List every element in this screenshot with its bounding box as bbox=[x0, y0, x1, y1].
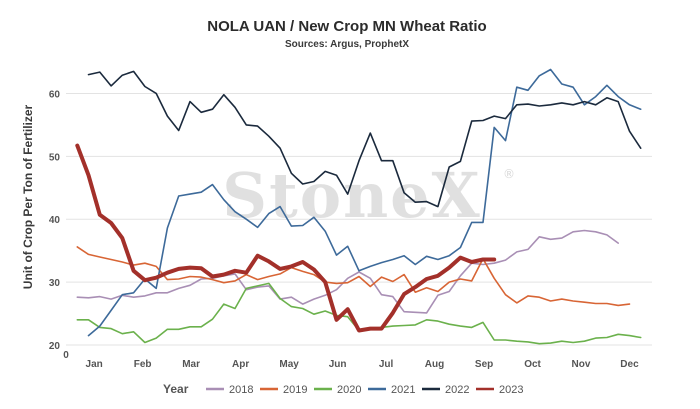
series-line-2018 bbox=[76, 229, 620, 314]
series-lines bbox=[75, 68, 642, 345]
legend-label-2018: 2018 bbox=[229, 384, 253, 396]
x-tick-label-oct: Oct bbox=[524, 359, 541, 370]
y-tick-label: 30 bbox=[49, 278, 61, 289]
chart-title: NOLA UAN / New Crop MN Wheat Ratio bbox=[207, 18, 486, 35]
gridlines bbox=[66, 92, 652, 346]
y-axis-ticks: 20 30 40 50 60 bbox=[49, 89, 61, 352]
legend-label-2019: 2019 bbox=[283, 384, 307, 396]
series-line-2023 bbox=[75, 143, 497, 333]
series-line-2022 bbox=[87, 70, 642, 208]
chart-subtitle: Sources: Argus, ProphetX bbox=[285, 39, 409, 50]
x-tick-label-apr: Apr bbox=[232, 359, 249, 370]
series-line-2019 bbox=[76, 246, 631, 307]
legend: Year 2018 2019 2020 2021 2022 2023 bbox=[163, 382, 523, 396]
x-tick-label-jun: Jun bbox=[329, 359, 347, 370]
y-tick-label: 20 bbox=[49, 341, 61, 352]
legend-label-2021: 2021 bbox=[391, 384, 415, 396]
x-tick-label-dec: Dec bbox=[620, 359, 639, 370]
x-tick-label-feb: Feb bbox=[134, 359, 152, 370]
x-axis-origin-label: 0 bbox=[63, 350, 69, 361]
legend-title: Year bbox=[163, 382, 189, 396]
y-tick-label: 40 bbox=[49, 215, 61, 226]
watermark-logo: StoneX bbox=[222, 159, 481, 232]
series-line-2021 bbox=[87, 68, 642, 337]
x-tick-label-aug: Aug bbox=[425, 359, 444, 370]
watermark-registered-symbol: ® bbox=[503, 167, 515, 181]
x-tick-label-sep: Sep bbox=[475, 359, 493, 370]
x-axis-ticks: 0 Jan Feb Mar Apr May Jun Jul Aug Sep Oct Nov Dec bbox=[63, 350, 639, 370]
legend-label-2022: 2022 bbox=[445, 384, 469, 396]
x-tick-label-mar: Mar bbox=[182, 359, 200, 370]
x-tick-label-may: May bbox=[279, 359, 299, 370]
y-tick-label: 50 bbox=[49, 152, 61, 163]
y-axis-label: Unit of Crop Per Ton of Fertilizer bbox=[21, 104, 35, 289]
legend-label-2020: 2020 bbox=[337, 384, 361, 396]
x-tick-label-jan: Jan bbox=[86, 359, 103, 370]
y-tick-label: 60 bbox=[49, 89, 61, 100]
legend-label-2023: 2023 bbox=[499, 384, 523, 396]
watermark: StoneX ® bbox=[222, 159, 515, 232]
x-tick-label-nov: Nov bbox=[572, 359, 591, 370]
x-tick-label-jul: Jul bbox=[379, 359, 394, 370]
